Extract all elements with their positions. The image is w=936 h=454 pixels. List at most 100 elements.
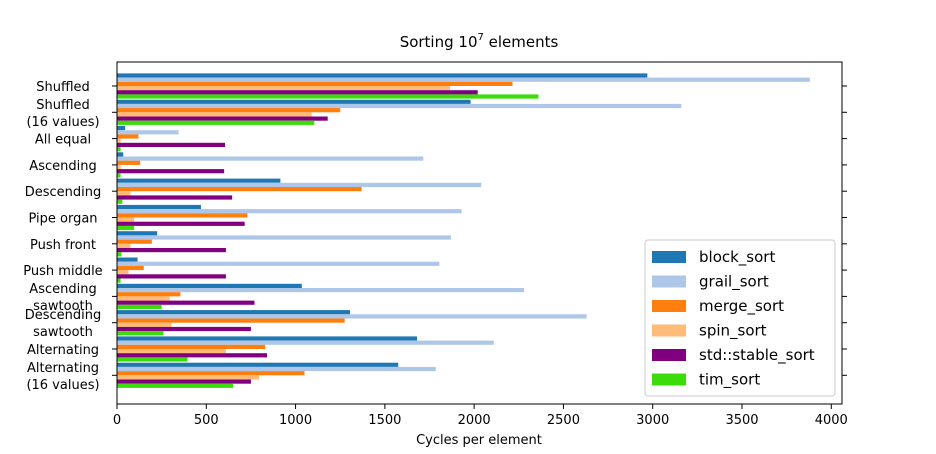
bar-grail-sort-2 xyxy=(117,130,179,135)
legend-swatch-tim-sort xyxy=(652,373,686,386)
legend-label: grail_sort xyxy=(699,273,769,292)
y-axis-ticks: Shuffled Shuffled (16 values) All equal Asce… xyxy=(23,80,847,393)
bar-tim-sort-10 xyxy=(117,357,188,362)
legend-label: tim_sort xyxy=(699,371,760,390)
y-tick-label: Push front xyxy=(30,238,96,253)
bar-block-sort-9 xyxy=(117,310,351,315)
y-tick-label: Descending xyxy=(25,185,102,200)
x-tick-label: 0 xyxy=(113,413,121,428)
bar-spin-sort-7 xyxy=(117,270,129,275)
x-tick-label: 4000 xyxy=(815,413,848,428)
bar-std-stable-sort-11 xyxy=(117,379,251,384)
legend-swatch-grail-sort xyxy=(652,275,686,288)
legend-swatch-std-stable-sort xyxy=(652,349,686,361)
legend-label: spin_sort xyxy=(699,322,767,341)
y-tick-label: Descending sawtooth xyxy=(25,308,102,340)
bar-spin-sort-5 xyxy=(117,217,134,222)
bar-block-sort-6 xyxy=(117,231,158,236)
bar-tim-sort-6 xyxy=(117,252,122,257)
chart-title-text: Sorting 10 xyxy=(400,33,478,51)
x-tick-label: 3500 xyxy=(725,413,758,428)
bar-spin-sort-9 xyxy=(117,322,172,327)
bar-std-stable-sort-6 xyxy=(117,248,226,253)
bar-std-stable-sort-5 xyxy=(117,221,245,226)
bars-group xyxy=(117,73,810,388)
bar-grail-sort-6 xyxy=(117,235,451,240)
bar-block-sort-8 xyxy=(117,283,302,288)
bar-block-sort-0 xyxy=(117,73,648,78)
bar-spin-sort-1 xyxy=(117,112,312,117)
chart-title-suffix: elements xyxy=(484,33,559,51)
x-tick-label: 3000 xyxy=(636,413,669,428)
legend-swatch-merge-sort xyxy=(652,300,686,312)
bar-merge-sort-3 xyxy=(117,160,141,165)
bar-grail-sort-4 xyxy=(117,182,482,187)
bar-tim-sort-4 xyxy=(117,199,123,204)
x-tick-label: 2500 xyxy=(547,413,580,428)
bar-tim-sort-1 xyxy=(117,120,315,125)
bar-tim-sort-8 xyxy=(117,304,162,309)
bar-tim-sort-2 xyxy=(117,147,121,152)
bar-spin-sort-6 xyxy=(117,243,131,248)
y-tick-label: Ascending sawtooth xyxy=(29,282,96,314)
x-axis-ticks: 0 500 1000 1500 2000 2500 3000 3500 4000 xyxy=(113,404,848,428)
y-tick-label: Shuffled (16 values) xyxy=(26,98,99,130)
bar-std-stable-sort-8 xyxy=(117,300,255,305)
bar-block-sort-10 xyxy=(117,336,417,341)
bar-grail-sort-8 xyxy=(117,288,525,293)
bar-merge-sort-4 xyxy=(117,187,362,192)
bar-std-stable-sort-1 xyxy=(117,116,328,121)
bar-std-stable-sort-4 xyxy=(117,195,233,200)
bar-merge-sort-9 xyxy=(117,318,345,323)
bar-spin-sort-8 xyxy=(117,296,170,301)
chart-title: Sorting 107 elements xyxy=(400,32,559,51)
bar-grail-sort-7 xyxy=(117,261,440,266)
y-tick-label: Alternating xyxy=(27,343,99,358)
bar-merge-sort-5 xyxy=(117,213,248,218)
bar-merge-sort-11 xyxy=(117,371,305,376)
legend-swatch-block-sort xyxy=(652,251,686,263)
legend-label: merge_sort xyxy=(699,297,784,316)
bar-block-sort-3 xyxy=(117,152,124,157)
chart-title-superscript: 7 xyxy=(478,32,484,43)
legend-label: block_sort xyxy=(699,248,775,267)
bar-grail-sort-10 xyxy=(117,340,494,345)
bar-tim-sort-3 xyxy=(117,173,121,178)
x-tick-label: 1500 xyxy=(368,413,401,428)
bar-tim-sort-11 xyxy=(117,383,234,388)
bar-merge-sort-0 xyxy=(117,81,513,86)
bar-merge-sort-1 xyxy=(117,108,341,113)
bar-grail-sort-9 xyxy=(117,314,587,319)
bar-block-sort-4 xyxy=(117,178,281,183)
bar-block-sort-7 xyxy=(117,257,138,262)
y-tick-label: Pipe organ xyxy=(28,212,97,227)
y-tick-label: Push middle xyxy=(23,264,102,279)
bar-std-stable-sort-3 xyxy=(117,169,225,174)
bar-std-stable-sort-10 xyxy=(117,353,267,358)
legend: block_sort grail_sort merge_sort spin_sorts… xyxy=(644,239,836,397)
y-tick-label: All equal xyxy=(35,133,91,148)
legend-frame xyxy=(644,239,836,397)
bar-tim-sort-5 xyxy=(117,225,134,231)
bar-tim-sort-9 xyxy=(117,331,164,336)
legend-swatch-spin-sort xyxy=(652,324,686,337)
bar-grail-sort-11 xyxy=(117,366,436,372)
bar-std-stable-sort-0 xyxy=(117,90,478,95)
bar-grail-sort-1 xyxy=(117,103,682,109)
bar-spin-sort-3 xyxy=(117,164,121,170)
legend-label: std::stable_sort xyxy=(699,346,815,365)
bar-grail-sort-3 xyxy=(117,156,424,161)
bar-block-sort-1 xyxy=(117,99,471,104)
bar-block-sort-2 xyxy=(117,126,126,131)
bar-tim-sort-0 xyxy=(117,94,539,99)
bar-merge-sort-10 xyxy=(117,344,266,349)
x-axis-label: Cycles per element xyxy=(416,433,542,448)
bar-spin-sort-2 xyxy=(117,138,121,143)
plot-frame xyxy=(116,61,843,405)
bar-spin-sort-4 xyxy=(117,191,131,196)
x-tick-label: 1000 xyxy=(279,413,312,428)
bar-spin-sort-10 xyxy=(117,349,226,354)
bar-grail-sort-0 xyxy=(117,77,810,82)
bar-std-stable-sort-9 xyxy=(117,326,251,332)
